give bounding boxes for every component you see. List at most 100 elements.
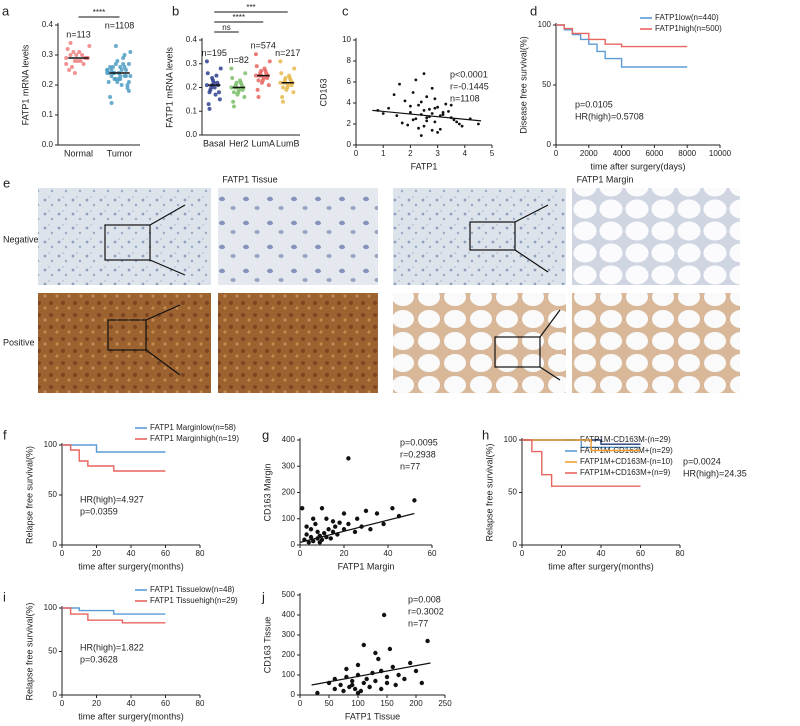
panel-letter: g [262,427,269,442]
data-point [126,89,131,93]
y-axis-label: Relapse free survival(%) [24,446,34,544]
data-point [355,516,360,521]
survival-curve [62,607,166,615]
data-point [113,62,118,66]
data-point [229,66,234,71]
data-point [346,456,351,461]
y-tick-label: 200 [282,488,296,497]
data-point [392,93,396,96]
y-tick-label: 0.2 [186,83,198,92]
data-point [300,506,305,511]
data-point [319,506,325,511]
data-point [393,682,398,688]
data-point [338,682,343,688]
data-point [77,50,82,54]
data-point [387,106,391,110]
data-point [395,114,399,117]
x-tick-label: 1 [381,149,386,158]
survival-curve [62,607,166,624]
data-point [333,524,338,529]
y-tick-label: 0.4 [186,35,198,44]
data-point [109,101,114,105]
data-point [304,532,309,537]
x-tick-label: LumB [276,138,300,148]
y-tick-label: 10 [342,35,351,44]
x-tick-label: 40 [127,699,136,708]
significance-label: ns [222,23,230,32]
data-point [110,65,115,69]
data-point [69,65,74,69]
micrograph [572,188,740,285]
data-point [425,95,429,99]
y-tick-label: 0.0 [186,130,198,139]
survival-curve [556,24,688,48]
data-point [449,103,453,107]
legend-label: FATP1 Tissuelow(n=48) [150,585,235,594]
y-tick-label: 0 [513,540,518,549]
annotation: p=0.0105 [575,99,613,109]
data-point [263,68,268,73]
data-point [278,59,283,64]
data-point [361,642,366,648]
data-point [438,127,442,131]
data-point [428,107,431,111]
data-point [128,50,133,54]
x-axis-label: FATP1 [411,161,438,171]
data-point [231,99,236,104]
x-tick-label: 3 [435,149,440,158]
annotation: p=0.0024 [683,456,721,466]
x-tick-label: 150 [380,699,394,708]
data-point [436,131,439,134]
data-point [238,80,243,85]
row-label: Positive [3,337,35,347]
data-point [126,80,131,84]
data-point [368,527,373,532]
survival-curve [522,439,641,452]
data-point [206,102,211,107]
x-tick-label: Tumor [107,148,133,158]
data-point [106,71,111,75]
y-tick-label: 100 [504,435,518,444]
data-point [125,83,130,87]
y-tick-label: 0.0 [42,140,54,149]
data-point [455,120,459,124]
data-point [367,684,372,690]
data-point [425,116,429,120]
x-tick-label: 0 [298,699,303,708]
column-title: FATP1 Margin [577,174,634,184]
legend-label: FATP1 Marginlow(n=58) [150,423,236,432]
n-label: n=113 [66,29,91,39]
x-tick-label: 2000 [580,149,598,158]
data-point [355,662,361,668]
data-point [425,119,429,123]
data-point [457,122,461,126]
data-point [414,117,418,121]
data-point [477,122,480,126]
panel-letter: e [3,175,10,190]
annotation: n=77 [400,461,420,471]
micrograph [393,188,566,285]
x-tick-label: 20 [557,549,566,558]
y-tick-label: 50 [542,80,551,89]
data-point [403,99,407,103]
x-tick-label: 40 [384,549,393,558]
data-point [242,95,247,99]
panel-letter: i [3,589,6,604]
data-point [341,511,347,516]
data-point [322,530,327,536]
y-tick-label: 500 [282,590,296,599]
legend-label: FATP1 Tissuehigh(n=29) [150,596,238,605]
x-tick-label: Normal [64,148,93,158]
data-point [417,126,420,130]
micrograph [572,293,740,393]
legend-label: FATP1 Marginhigh(n=19) [150,434,239,443]
data-point [75,59,80,63]
data-point [381,612,387,618]
data-point [214,73,219,78]
micrograph [38,188,211,285]
x-tick-label: 250 [438,699,452,708]
x-tick-label: 80 [196,549,205,558]
data-point [433,120,437,124]
panel-letter: a [2,3,10,18]
x-tick-label: 5 [490,149,495,158]
